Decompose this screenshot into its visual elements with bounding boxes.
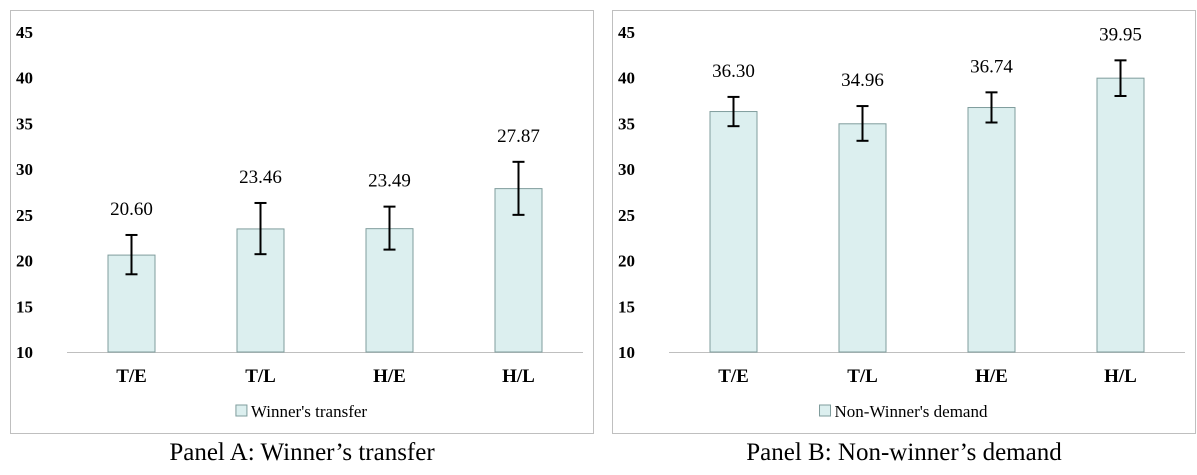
x-tick-label: T/E xyxy=(116,366,147,387)
panel-caption: Panel A: Winner’s transfer xyxy=(169,439,435,466)
legend-swatch xyxy=(235,404,248,417)
x-tick-label: H/L xyxy=(502,366,535,387)
data-label: 36.30 xyxy=(712,61,755,82)
bar xyxy=(1096,77,1145,353)
y-tick-label: 25 xyxy=(16,206,33,225)
bar xyxy=(107,254,156,353)
y-tick-label: 10 xyxy=(16,343,33,362)
bar-chart-non-winners-demand: 10 15 20 25 30 35 40 45 36.30 T/E 34.96 T/L 36.74 H/E… xyxy=(618,23,1185,421)
y-tick-label: 40 xyxy=(16,69,33,88)
legend-label: Winner's transfer xyxy=(251,402,367,421)
x-tick-label: H/E xyxy=(975,366,1008,387)
x-tick-label: H/E xyxy=(373,366,406,387)
x-tick-label: H/L xyxy=(1104,366,1137,387)
data-label: 23.49 xyxy=(368,171,411,192)
data-label: 34.96 xyxy=(841,70,884,91)
legend-label: Non-Winner's demand xyxy=(835,402,988,421)
data-label: 20.60 xyxy=(110,199,153,220)
y-tick-label: 45 xyxy=(618,23,635,42)
x-tick-label: T/L xyxy=(245,366,276,387)
y-tick-label: 30 xyxy=(16,160,33,179)
legend-swatch xyxy=(819,404,832,417)
data-label: 23.46 xyxy=(239,167,282,188)
y-tick-label: 15 xyxy=(618,297,635,316)
y-tick-label: 10 xyxy=(618,343,635,362)
y-tick-label: 45 xyxy=(16,23,33,42)
data-label: 36.74 xyxy=(970,56,1013,77)
x-tick-label: T/L xyxy=(847,366,878,387)
y-tick-label: 35 xyxy=(16,114,33,133)
y-tick-label: 15 xyxy=(16,297,33,316)
bar xyxy=(838,123,887,353)
y-tick-label: 30 xyxy=(618,160,635,179)
bar xyxy=(967,107,1016,353)
x-tick-label: T/E xyxy=(718,366,749,387)
panel-caption: Panel B: Non-winner’s demand xyxy=(746,439,1062,466)
bar xyxy=(709,111,758,353)
y-tick-label: 25 xyxy=(618,206,635,225)
y-tick-label: 35 xyxy=(618,114,635,133)
y-tick-label: 40 xyxy=(618,69,635,88)
y-tick-label: 20 xyxy=(618,252,635,271)
bar-chart-winners-transfer: 10 15 20 25 30 35 40 45 20.60 T/E 23.46 T/L 23.49 H/E… xyxy=(16,23,583,421)
data-label: 27.87 xyxy=(497,126,540,147)
data-label: 39.95 xyxy=(1099,24,1142,45)
y-tick-label: 20 xyxy=(16,252,33,271)
